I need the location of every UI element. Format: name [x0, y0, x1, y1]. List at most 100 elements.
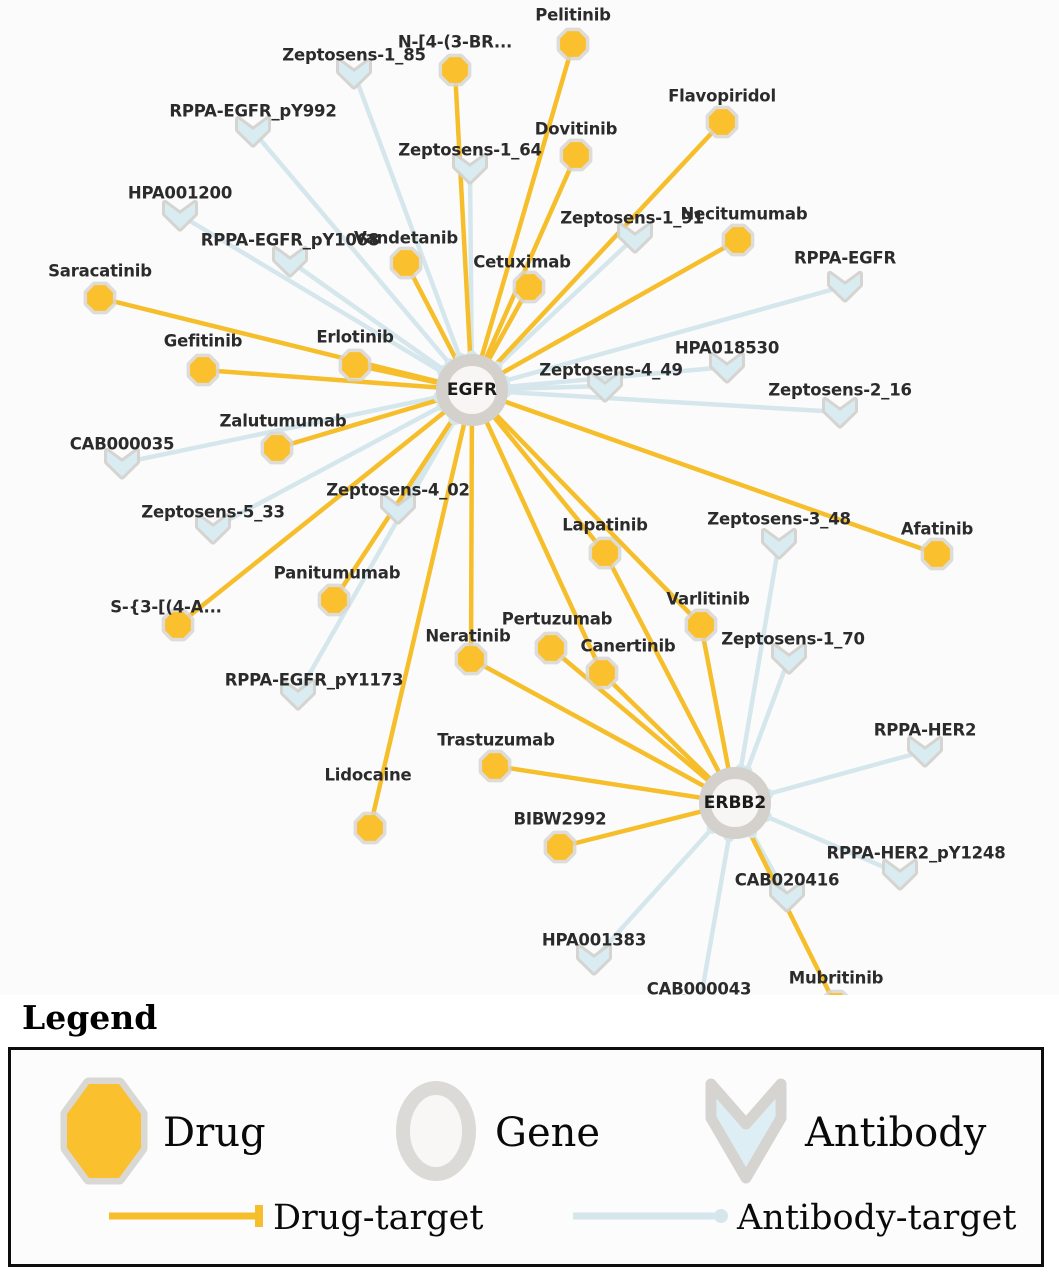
drug-node-label: Saracatinib [48, 261, 152, 281]
antibody-node[interactable] [769, 880, 805, 913]
edge [274, 397, 442, 451]
drug-node[interactable] [83, 281, 117, 315]
antibody-node[interactable] [709, 351, 745, 384]
antibody-node[interactable] [771, 642, 807, 675]
drug-node[interactable] [512, 270, 546, 304]
antibody-node[interactable] [272, 245, 308, 278]
edge [483, 152, 579, 362]
antibody-node-label: Zeptosens-4_49 [539, 360, 683, 380]
drug-node[interactable] [588, 536, 622, 570]
antibody-node-label: HPA001200 [127, 183, 233, 203]
edge [175, 408, 448, 628]
legend-item-drug: Drug [59, 1076, 266, 1190]
edge [602, 550, 722, 776]
antibody-node[interactable] [827, 270, 863, 303]
drug-node[interactable] [543, 830, 577, 864]
antibody-node-label: RPPA-EGFR_pY1173 [224, 670, 404, 690]
antibody-node-label: Zeptosens-1_64 [398, 140, 542, 160]
edge [502, 283, 848, 384]
edge [119, 394, 441, 466]
antibody-node-label: Zeptosens-4_02 [326, 480, 470, 500]
antibody-node[interactable] [104, 447, 140, 480]
drug-node-label: N-[4-(3-BR... [397, 32, 513, 52]
legend-item-antibody-target-edge: Antibody-target [571, 1198, 1016, 1238]
antibody-node[interactable] [280, 678, 316, 711]
drug-node[interactable] [585, 656, 619, 690]
edge [452, 67, 473, 359]
drug-node[interactable] [454, 642, 488, 676]
antibody-node[interactable] [907, 735, 943, 768]
drug-node[interactable] [478, 749, 512, 783]
antibody-node-label: RPPA-HER2 [873, 720, 977, 740]
drug-node[interactable] [260, 431, 294, 465]
edge [501, 399, 940, 557]
antibody-node-label: RPPA-EGFR_pY1068 [200, 230, 380, 250]
edge [468, 656, 708, 789]
edge [97, 295, 442, 385]
edge [492, 763, 704, 801]
edge [492, 119, 725, 368]
antibody-node[interactable] [822, 396, 858, 429]
drug-node[interactable] [705, 105, 739, 139]
drug-node-label: Varlitinib [666, 589, 750, 609]
drug-node[interactable] [684, 608, 718, 642]
drug-node[interactable] [161, 608, 195, 642]
drug-node[interactable] [338, 348, 372, 382]
drug-target-line-icon [107, 1203, 267, 1233]
antibody-node[interactable] [235, 115, 271, 148]
edge [699, 834, 732, 995]
drug-node-label: Necitumumab [680, 204, 808, 224]
edge [599, 670, 713, 782]
antibody-node[interactable] [617, 221, 653, 254]
antibody-node[interactable] [162, 199, 198, 232]
drug-node[interactable] [556, 27, 590, 61]
antibody-node-label: Zeptosens-1_91 [560, 208, 704, 228]
drug-node[interactable] [389, 246, 423, 280]
drug-node-label: Pertuzumab [501, 609, 613, 629]
network-canvas[interactable]: Pelitinib N-[4-(3-BR... Flavopiridol Doviti… [0, 0, 1059, 999]
edge [295, 417, 458, 697]
legend-label-drug-target: Drug-target [273, 1198, 484, 1238]
drug-node[interactable] [721, 223, 755, 257]
antibody-node[interactable] [761, 527, 797, 560]
antibody-node[interactable] [452, 152, 488, 185]
antibody-node[interactable] [195, 512, 231, 545]
drug-node-label: Panitumumab [273, 563, 401, 583]
drug-node[interactable] [317, 583, 351, 617]
drug-node[interactable] [920, 537, 954, 571]
antibody-node-label: RPPA-HER2_pY1248 [826, 843, 1006, 863]
gene-node-label: EGFR [446, 380, 498, 400]
drug-node[interactable] [353, 811, 387, 845]
edge [250, 128, 453, 367]
gene-node-label: ERBB2 [703, 793, 767, 813]
drug-node[interactable] [823, 989, 849, 995]
antibody-target-line-icon [571, 1203, 731, 1233]
antibody-node[interactable] [587, 370, 623, 403]
drug-node-label: Neratinib [425, 626, 511, 646]
drug-node-label: Erlotinib [316, 327, 394, 347]
edge [483, 418, 605, 676]
antibody-node[interactable] [336, 57, 372, 90]
drug-node[interactable] [559, 138, 593, 172]
edge [499, 237, 741, 376]
legend-label-drug: Drug [163, 1110, 266, 1156]
drug-node[interactable] [534, 631, 568, 665]
gene-node[interactable] [436, 354, 508, 426]
antibody-node-label: CAB000043 [646, 979, 752, 999]
antibody-node-label: Zeptosens-1_85 [282, 45, 426, 65]
antibody-node[interactable] [380, 492, 416, 525]
antibody-node[interactable] [576, 943, 612, 976]
drug-node[interactable] [438, 53, 472, 87]
gene-node[interactable] [699, 767, 771, 839]
drug-node-label: Cetuximab [473, 252, 571, 272]
antibody-node-label: CAB000035 [69, 434, 175, 454]
node-layer [83, 27, 954, 995]
drug-node[interactable] [186, 353, 220, 387]
edge [744, 655, 792, 774]
antibody-node[interactable] [882, 858, 918, 891]
drug-node-label: S-{3-[(4-A... [110, 597, 222, 617]
legend-label-antibody: Antibody [805, 1110, 987, 1156]
legend: Legend Drug Gene [0, 995, 1059, 1280]
antibody-node-label: HPA018530 [674, 338, 780, 358]
edge [548, 645, 712, 784]
